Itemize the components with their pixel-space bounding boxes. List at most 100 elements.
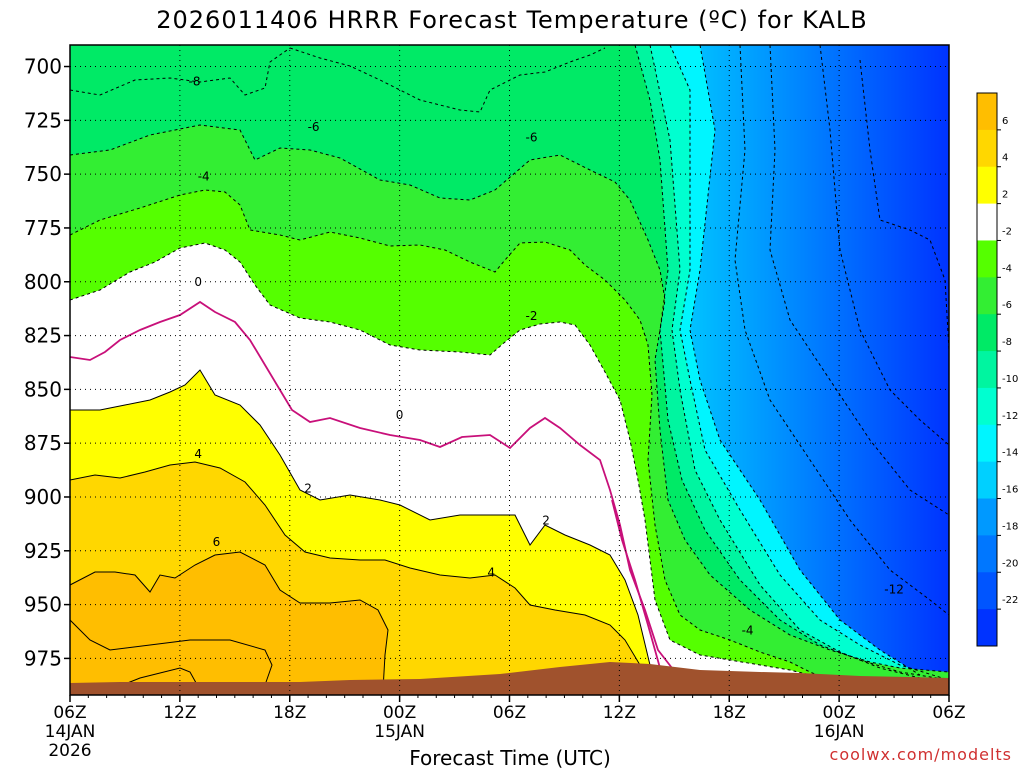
contour-minus-24	[859, 59, 949, 351]
y-tick-label: 750	[24, 162, 62, 186]
contour-label: -6	[308, 120, 320, 134]
colorbar-label: 4	[1002, 153, 1008, 164]
band-plus-6	[70, 552, 388, 695]
contour-minus-10	[634, 45, 949, 681]
contour-label: -2	[525, 309, 537, 323]
colorbar-label: 6	[1002, 116, 1008, 127]
colorbar-swatch	[977, 203, 997, 241]
contour-minus-12	[649, 45, 921, 679]
contour-minus-4	[70, 189, 831, 681]
y-axis: 700 725 750 775 800 825 850 875 900 925 950 975	[24, 55, 70, 670]
colorbar-swatch	[977, 498, 997, 536]
colorbar-swatch	[977, 129, 997, 168]
contour-zero-b	[611, 499, 661, 669]
contour-label: 0	[396, 408, 404, 422]
y-tick-label: 950	[24, 593, 62, 617]
x-tick-label: 00Z	[383, 703, 416, 723]
colorbar-swatch	[977, 609, 997, 647]
x-tick-label: 00Z	[822, 703, 855, 723]
colorbar-label: -8	[1002, 337, 1012, 348]
colorbar-swatch	[977, 93, 997, 131]
contour-label: 4	[487, 565, 495, 579]
colorbar-swatch	[977, 387, 997, 426]
colorbar-swatch	[977, 240, 997, 278]
y-tick-label: 925	[24, 539, 62, 563]
y-tick-label: 900	[24, 485, 62, 509]
y-tick-label: 975	[24, 646, 62, 670]
contour-label: -4	[198, 169, 210, 183]
contour-plus-6	[70, 551, 389, 691]
contour-label: 6	[213, 535, 221, 549]
x-tick-label: 18Z	[273, 703, 306, 723]
contour-label: 2	[304, 481, 312, 495]
colorbar: 6 4 2 -2 -4 -6 -8 -10 -12 -14 -16 -18 -20 -22	[976, 92, 1018, 647]
colorbar-label: -4	[1002, 263, 1012, 274]
x-tick-label: 12Z	[603, 703, 636, 723]
colorbar-swatch	[977, 424, 997, 463]
x-tick-date: 15JAN	[374, 722, 425, 742]
colorbar-swatch	[977, 277, 997, 315]
chart-title: 2026011406 HRRR Forecast Temperature (ºC…	[156, 6, 868, 34]
colorbar-label: -12	[1002, 411, 1018, 422]
colorbar-label: -20	[1002, 558, 1018, 569]
x-tick-date: 16JAN	[814, 722, 865, 742]
credit-text[interactable]: coolwx.com/modelts	[830, 745, 1012, 764]
y-tick-label: 875	[24, 431, 62, 455]
contour-minus-16	[689, 45, 921, 676]
colorbar-label: -2	[1002, 226, 1012, 237]
colorbar-frame	[976, 92, 998, 647]
colorbar-label: -18	[1002, 521, 1018, 532]
colorbar-label: -16	[1002, 485, 1018, 496]
contour-minus-18	[734, 45, 949, 616]
contour-label: 4	[194, 447, 202, 461]
x-tick-label: 12Z	[163, 703, 196, 723]
y-tick-label: 775	[24, 216, 62, 240]
colorbar-swatch	[977, 351, 997, 389]
colorbar-swatch	[977, 461, 997, 500]
x-tick-year: 2026	[48, 741, 91, 761]
y-tick-label: 850	[24, 377, 62, 401]
y-tick-label: 725	[24, 108, 62, 132]
terrain	[70, 662, 949, 695]
y-tick-label: 825	[24, 324, 62, 348]
contour-minus-8-b	[289, 47, 606, 113]
colorbar-swatch	[977, 314, 997, 352]
colorbar-label: -6	[1002, 300, 1012, 311]
contour-plus-2	[70, 369, 651, 666]
grid	[70, 45, 949, 695]
y-tick-label: 700	[24, 55, 62, 79]
x-tick-label: 06Z	[932, 703, 965, 723]
contour-minus-22	[819, 45, 949, 446]
contour-zero	[70, 300, 673, 669]
contour-labels: -8 -6 -6 -4 0 -2 0 4 2 2 6 4 -4 -12	[189, 75, 904, 638]
contour-label: -12	[884, 583, 904, 597]
x-tick-label: 06Z	[53, 703, 86, 723]
contour-minus-2	[70, 242, 811, 676]
contour-label: 0	[194, 275, 202, 289]
contour-minus-8	[70, 47, 291, 96]
colorbar-label: -10	[1002, 374, 1018, 385]
y-tick-label: 800	[24, 270, 62, 294]
contour-minus-14	[669, 45, 949, 681]
contour-minus-20	[769, 45, 949, 516]
x-tick-label: 06Z	[493, 703, 526, 723]
contour-plus-4	[70, 461, 641, 666]
colorbar-label: 2	[1002, 190, 1008, 201]
contour-label: 2	[542, 514, 550, 528]
colorbar-label: -14	[1002, 448, 1018, 459]
contour-minus-6	[70, 124, 949, 673]
x-axis-label: Forecast Time (UTC)	[409, 746, 611, 768]
contour-plus-8	[70, 619, 273, 686]
contour-label: -6	[525, 131, 537, 145]
colorbar-swatch	[977, 572, 997, 610]
contour-label: -4	[742, 623, 754, 637]
x-tick-label: 18Z	[713, 703, 746, 723]
x-tick-date: 14JAN	[45, 722, 96, 742]
colorbar-swatch	[977, 535, 997, 573]
contour-lines	[70, 45, 949, 691]
contour-label: -8	[189, 75, 201, 89]
colorbar-swatch	[977, 166, 997, 205]
colorbar-label: -22	[1002, 595, 1018, 606]
